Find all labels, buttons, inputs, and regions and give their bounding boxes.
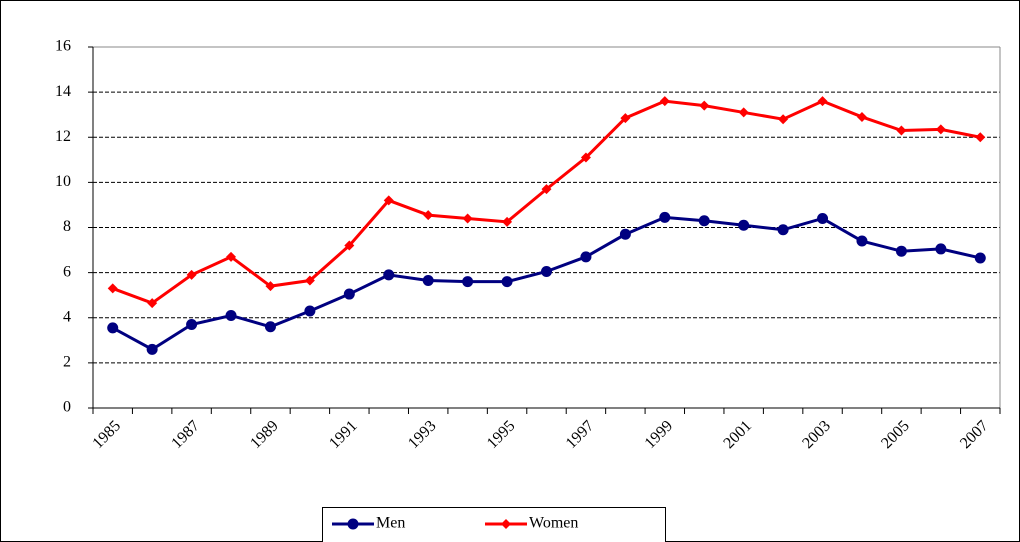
data-point — [974, 252, 986, 264]
y-tick-label: 4 — [63, 308, 71, 325]
data-point — [462, 213, 473, 224]
data-point — [541, 265, 552, 277]
data-point — [580, 251, 592, 263]
data-point — [462, 276, 474, 288]
data-point — [580, 152, 591, 163]
legend-label: Women — [529, 515, 578, 532]
data-point — [383, 269, 395, 281]
data-point — [856, 111, 867, 122]
data-point — [107, 322, 119, 334]
y-tick-label: 16 — [55, 38, 71, 55]
y-tick-label: 8 — [63, 218, 71, 235]
data-point — [895, 245, 907, 257]
data-point — [423, 210, 434, 221]
data-point — [699, 100, 710, 111]
data-point — [264, 321, 276, 333]
data-point — [502, 216, 513, 227]
data-point — [265, 281, 276, 292]
legend-label: Men — [376, 515, 405, 532]
data-point — [422, 275, 434, 287]
data-point — [226, 251, 237, 262]
y-tick-label: 14 — [55, 83, 71, 100]
data-point — [304, 305, 316, 317]
data-point — [541, 184, 552, 195]
data-point — [698, 215, 710, 227]
data-point — [344, 240, 355, 251]
legend-marker — [347, 518, 359, 530]
data-point — [896, 125, 907, 136]
data-point — [304, 275, 315, 286]
data-point — [935, 124, 946, 135]
data-point — [383, 195, 394, 206]
data-point — [146, 343, 158, 355]
data-point — [186, 269, 197, 280]
data-point — [620, 113, 631, 124]
y-tick-label: 12 — [55, 128, 71, 145]
data-point — [817, 212, 829, 224]
data-point — [975, 132, 986, 143]
data-point — [659, 211, 671, 223]
data-point — [619, 228, 631, 240]
data-point — [501, 276, 513, 288]
data-point — [777, 224, 789, 236]
data-point — [147, 298, 158, 309]
data-point — [225, 309, 237, 321]
data-point — [738, 107, 749, 118]
data-point — [107, 283, 118, 294]
y-tick-label: 0 — [63, 399, 71, 416]
y-tick-label: 2 — [63, 354, 71, 371]
y-tick-label: 10 — [55, 173, 71, 190]
y-tick-label: 6 — [63, 263, 71, 280]
data-point — [343, 288, 355, 300]
data-point — [856, 235, 868, 247]
data-point — [186, 319, 198, 331]
data-point — [659, 96, 670, 107]
data-point — [738, 219, 750, 231]
data-point — [935, 243, 947, 255]
data-point — [817, 96, 828, 107]
data-point — [778, 114, 789, 125]
legend-marker — [501, 519, 511, 529]
